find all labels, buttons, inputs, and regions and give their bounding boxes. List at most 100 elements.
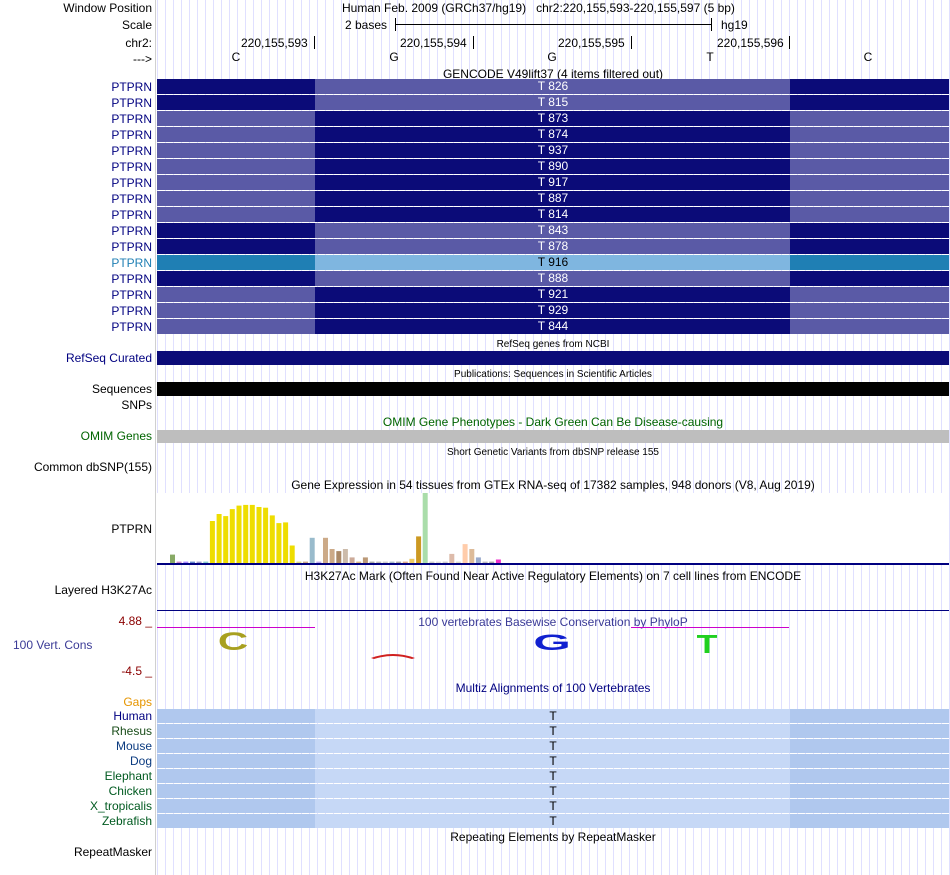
gencode-transcript-bar[interactable]: T 887 <box>157 191 949 206</box>
refseq-gene-bar[interactable] <box>157 351 949 365</box>
gtex-tissue-bar <box>455 561 461 563</box>
multiz-block <box>315 709 790 723</box>
gencode-row-label[interactable]: PTPRN <box>111 288 152 302</box>
gencode-row-label[interactable]: PTPRN <box>111 128 152 142</box>
gencode-transcript-bar[interactable]: T 844 <box>157 319 949 334</box>
gtex-tissue-bar <box>303 561 308 563</box>
omim-gene-bar[interactable] <box>157 430 949 443</box>
publications-track-label[interactable]: Sequences <box>91 382 152 396</box>
multiz-species-row[interactable]: T <box>157 769 949 783</box>
refseq-track-label[interactable]: RefSeq Curated <box>65 351 152 365</box>
multiz-base: T <box>549 754 557 768</box>
gencode-transcript-bar[interactable]: T 815 <box>157 95 949 110</box>
multiz-species-row[interactable]: T <box>157 799 949 813</box>
gencode-exon-segment <box>315 175 790 190</box>
gencode-row-label[interactable]: PTPRN <box>111 80 152 94</box>
gtex-tissue-bar <box>323 537 328 563</box>
multiz-species-row[interactable]: T <box>157 724 949 738</box>
gencode-transcript-text: T 843 <box>537 223 569 237</box>
multiz-block <box>790 724 949 738</box>
gencode-transcript-bar[interactable]: T 916 <box>157 255 949 270</box>
multiz-species-label[interactable]: Mouse <box>115 739 152 753</box>
gencode-row-label[interactable]: PTPRN <box>111 304 152 318</box>
multiz-block <box>315 784 790 798</box>
gencode-transcript-bar[interactable]: T 921 <box>157 287 949 302</box>
gencode-row-label[interactable]: PTPRN <box>111 224 152 238</box>
refseq-track-title: RefSeq genes from NCBI <box>496 339 610 350</box>
gtex-tissue-bar <box>342 549 348 563</box>
gencode-row-label[interactable]: PTPRN <box>111 192 152 206</box>
multiz-species-row[interactable]: T <box>157 754 949 768</box>
scale-text: 2 bases <box>345 18 388 32</box>
multiz-block <box>315 769 790 783</box>
gtex-track-label[interactable]: PTPRN <box>111 522 152 536</box>
multiz-species-row[interactable]: T <box>157 814 949 828</box>
gtex-tissue-bar <box>223 516 229 563</box>
gencode-row-label[interactable]: PTPRN <box>111 240 152 254</box>
phylop-letter-g: G <box>533 630 570 655</box>
gencode-exon-segment <box>790 127 949 142</box>
multiz-species-label[interactable]: X_tropicalis <box>89 799 152 813</box>
gtex-tissue-bar <box>256 507 262 563</box>
multiz-block <box>790 709 949 723</box>
multiz-species-label[interactable]: Dog <box>129 754 152 768</box>
gencode-exon-segment <box>315 127 790 142</box>
gencode-transcript-bar[interactable]: T 873 <box>157 111 949 126</box>
multiz-species-label[interactable]: Chicken <box>108 784 152 798</box>
repeatmasker-track-title: Repeating Elements by RepeatMasker <box>450 830 656 844</box>
gencode-row-label[interactable]: PTPRN <box>111 144 152 158</box>
gencode-transcript-bar[interactable]: T 929 <box>157 303 949 318</box>
publications-bar[interactable] <box>157 382 949 396</box>
gtex-tissue-bar <box>489 561 495 563</box>
gencode-transcript-bar[interactable]: T 843 <box>157 223 949 238</box>
gencode-transcript-bar[interactable]: T 826 <box>157 79 949 94</box>
gencode-exon-segment <box>157 159 315 174</box>
repeatmasker-track-label[interactable]: RepeatMasker <box>73 845 152 859</box>
multiz-species-label[interactable]: Elephant <box>104 769 152 783</box>
multiz-base: T <box>549 724 557 738</box>
multiz-species-label[interactable]: Zebrafish <box>101 814 152 828</box>
multiz-species-row[interactable]: T <box>157 739 949 753</box>
omim-track-label[interactable]: OMIM Genes <box>80 429 152 443</box>
gencode-row-label[interactable]: PTPRN <box>111 272 152 286</box>
gencode-exon-segment <box>157 143 315 158</box>
phylop-track-label[interactable]: 100 Vert. Cons <box>13 638 93 652</box>
multiz-species-label[interactable]: Human <box>113 709 152 723</box>
multiz-species-row[interactable]: T <box>157 709 949 723</box>
snps-track-label[interactable]: SNPs <box>121 398 152 412</box>
gencode-row-label[interactable]: PTPRN <box>111 112 152 126</box>
gtex-tissue-bar <box>436 561 441 563</box>
gencode-track-title: GENCODE V49lift37 (4 items filtered out) <box>442 67 664 81</box>
multiz-species-label[interactable]: Rhesus <box>111 724 152 738</box>
dbsnp-track-label[interactable]: Common dbSNP(155) <box>33 460 152 474</box>
multiz-species-row[interactable]: T <box>157 784 949 798</box>
gencode-transcript-bar[interactable]: T 890 <box>157 159 949 174</box>
gtex-tissue-bar <box>396 561 402 563</box>
gencode-row-label[interactable]: PTPRN <box>111 176 152 190</box>
gencode-row-label[interactable]: PTPRN <box>111 160 152 174</box>
gtex-tissue-bar <box>283 522 289 563</box>
gencode-transcript-bar[interactable]: T 878 <box>157 239 949 254</box>
phylop-max-line-right <box>631 627 789 628</box>
gtex-tissue-bar <box>203 561 209 563</box>
gencode-transcript-bar[interactable]: T 874 <box>157 127 949 142</box>
h3k27ac-track-label[interactable]: Layered H3K27Ac <box>54 583 152 597</box>
gencode-transcript-bar[interactable]: T 814 <box>157 207 949 222</box>
omim-track-title: OMIM Gene Phenotypes - Dark Green Can Be… <box>382 415 724 429</box>
multiz-block <box>157 799 315 813</box>
gencode-transcript-text: T 916 <box>537 255 569 269</box>
gtex-plot-area[interactable] <box>157 493 949 563</box>
gencode-transcript-bar[interactable]: T 917 <box>157 175 949 190</box>
gencode-transcript-bar[interactable]: T 888 <box>157 271 949 286</box>
gencode-row-label[interactable]: PTPRN <box>111 256 152 270</box>
gencode-row-label[interactable]: PTPRN <box>111 96 152 110</box>
gencode-transcript-bar[interactable]: T 937 <box>157 143 949 158</box>
gencode-row-label[interactable]: PTPRN <box>111 320 152 334</box>
gtex-tissue-bar <box>276 523 282 563</box>
gencode-transcript-text: T 887 <box>537 191 569 205</box>
gencode-exon-segment <box>790 143 949 158</box>
gaps-label[interactable]: Gaps <box>123 695 152 709</box>
gencode-exon-segment <box>157 303 315 318</box>
gencode-row-label[interactable]: PTPRN <box>111 208 152 222</box>
